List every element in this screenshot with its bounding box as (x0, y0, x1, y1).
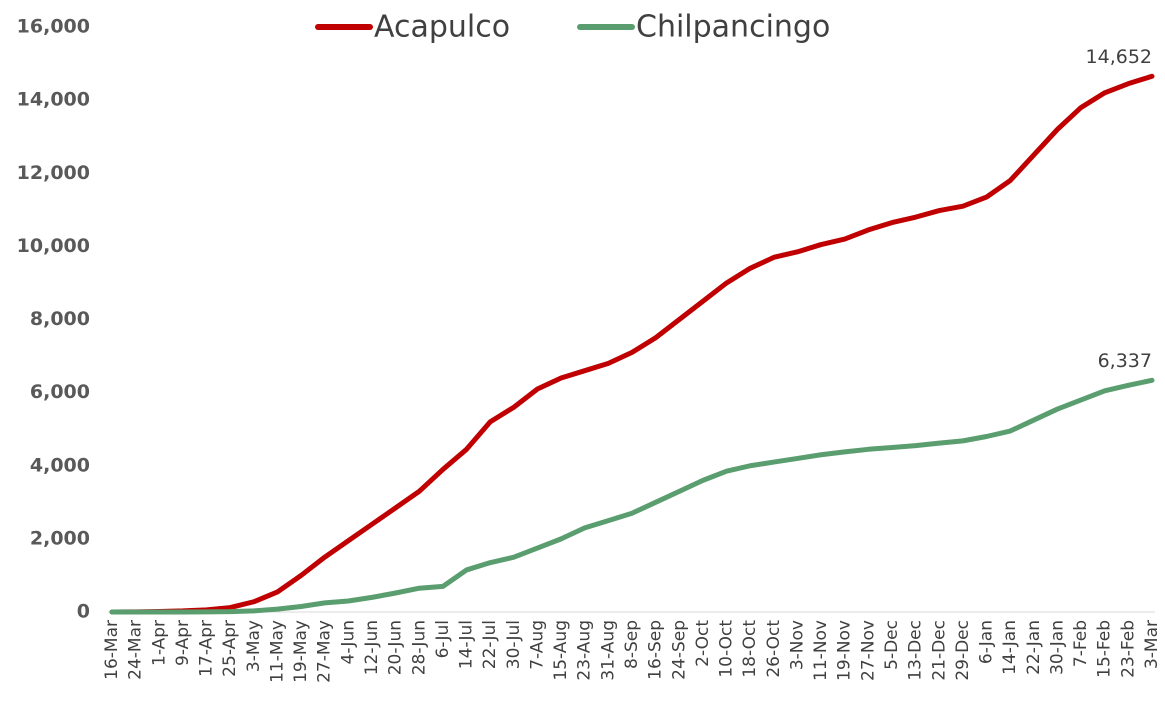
x-tick-label: 19-Nov (835, 620, 855, 681)
legend-label: Chilpancingo (636, 10, 830, 45)
x-tick-label: 3-Nov (787, 620, 807, 670)
x-tick-label: 16-Sep (646, 620, 666, 680)
x-tick-label: 25-Apr (220, 620, 240, 677)
x-tick-label: 23-Feb (1118, 620, 1138, 678)
x-tick-label: 17-Apr (197, 620, 217, 677)
x-tick-label: 28-Jun (409, 620, 429, 675)
data-label: 14,652 (1086, 46, 1152, 68)
x-tick-label: 31-Aug (598, 620, 618, 681)
x-tick-label: 21-Dec (929, 620, 949, 681)
x-tick-label: 22-Jan (1024, 620, 1044, 675)
x-tick-label: 19-May (291, 620, 311, 683)
x-tick-label: 24-Mar (126, 620, 146, 680)
y-tick-label: 0 (77, 601, 90, 623)
x-tick-label: 3-May (244, 620, 264, 672)
y-tick-label: 4,000 (30, 454, 90, 476)
x-tick-label: 30-Jul (504, 620, 524, 669)
x-tick-label: 7-Aug (527, 620, 547, 670)
x-tick-label: 7-Feb (1071, 620, 1091, 667)
x-tick-label: 30-Jan (1047, 620, 1067, 675)
y-tick-label: 12,000 (17, 162, 90, 184)
x-tick-label: 27-Nov (858, 620, 878, 681)
x-tick-label: 12-Jun (362, 620, 382, 675)
x-tick-label: 11-Nov (811, 620, 831, 681)
x-tick-label: 6-Jan (977, 620, 997, 664)
y-tick-label: 14,000 (17, 89, 90, 111)
x-tick-label: 15-Feb (1095, 620, 1115, 678)
x-tick-label: 10-Oct (717, 620, 737, 678)
x-tick-label: 3-Mar (1142, 620, 1162, 669)
x-tick-label: 20-Jun (386, 620, 406, 675)
y-tick-label: 16,000 (17, 16, 90, 38)
x-tick-label: 5-Dec (882, 620, 902, 670)
y-tick-label: 6,000 (30, 381, 90, 403)
x-tick-label: 13-Dec (906, 620, 926, 681)
x-tick-label: 16-Mar (102, 620, 122, 680)
x-tick-label: 18-Oct (740, 620, 760, 678)
x-tick-label: 14-Jul (457, 620, 477, 669)
x-tick-label: 4-Jun (338, 620, 358, 664)
x-tick-label: 27-May (315, 620, 335, 683)
data-label: 6,337 (1098, 350, 1152, 372)
x-tick-label: 15-Aug (551, 620, 571, 681)
x-tick-label: 23-Aug (575, 620, 595, 681)
x-tick-label: 9-Apr (173, 620, 193, 666)
x-tick-label: 6-Jul (433, 620, 453, 658)
x-tick-label: 1-Apr (149, 620, 169, 666)
y-tick-label: 8,000 (30, 308, 90, 330)
x-tick-label: 14-Jan (1000, 620, 1020, 675)
x-tick-label: 29-Dec (953, 620, 973, 681)
x-tick-label: 11-May (267, 620, 287, 683)
legend-label: Acapulco (374, 10, 510, 45)
y-tick-label: 10,000 (17, 235, 90, 257)
x-tick-label: 22-Jul (480, 620, 500, 669)
x-tick-label: 2-Oct (693, 620, 713, 667)
series-line (109, 73, 1155, 615)
series-line (109, 377, 1155, 615)
x-tick-label: 26-Oct (764, 620, 784, 678)
x-tick-label: 24-Sep (669, 620, 689, 680)
x-tick-label: 8-Sep (622, 620, 642, 669)
y-tick-label: 2,000 (30, 527, 90, 549)
